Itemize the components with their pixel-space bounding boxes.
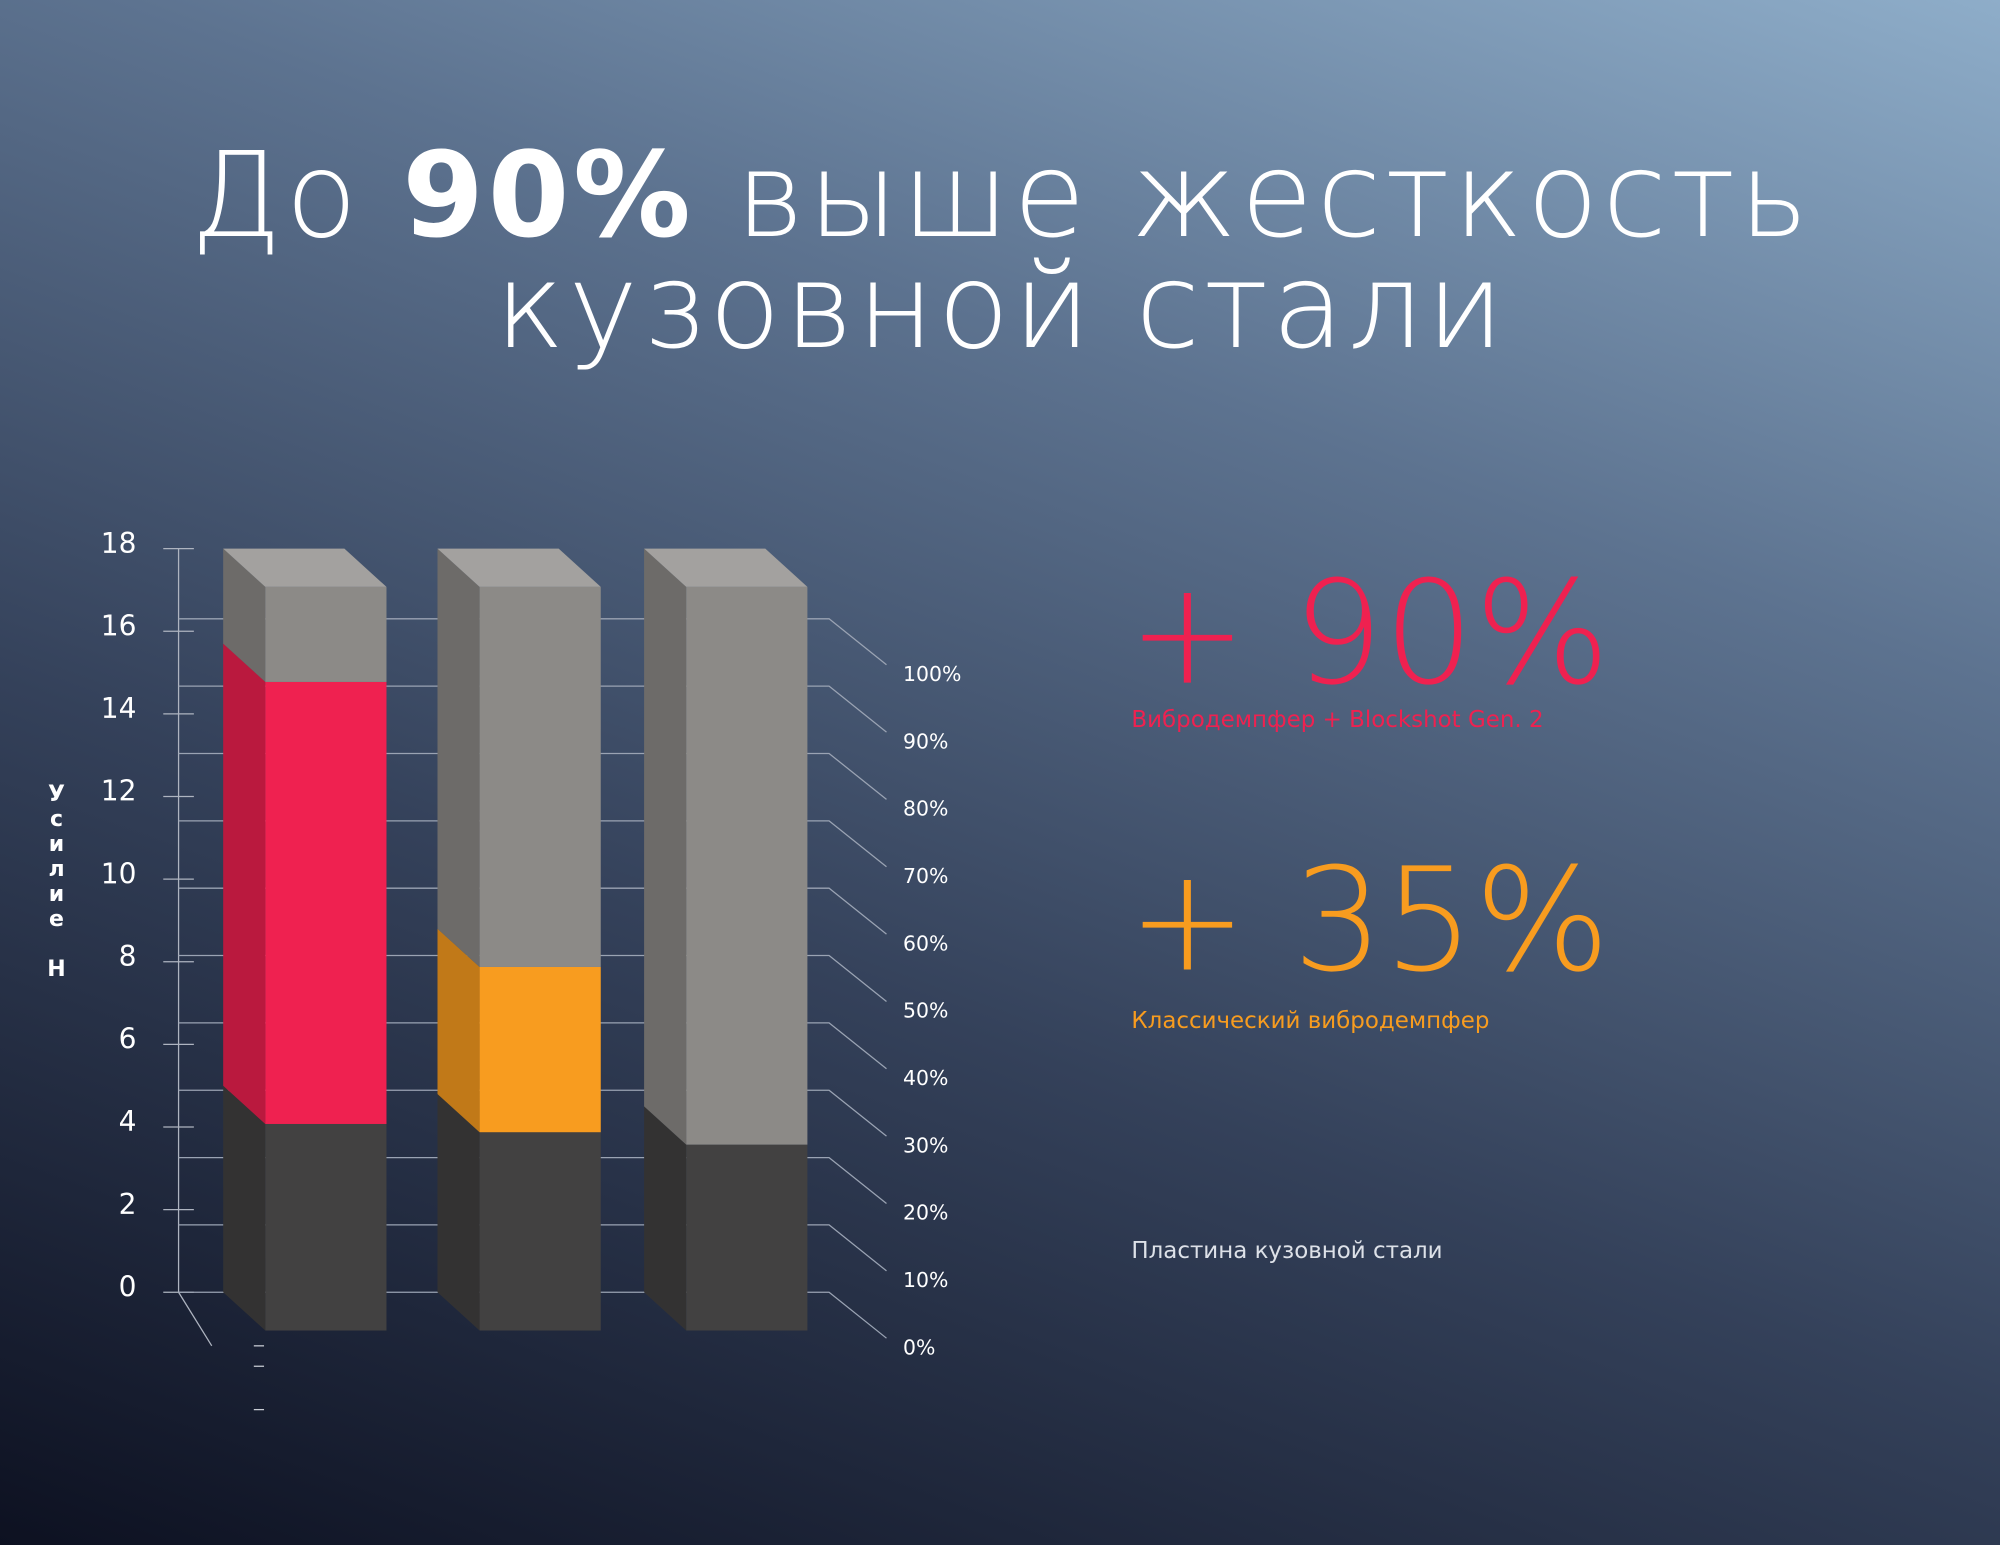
legend-highlight: + 90% [1128,550,1611,717]
grid-line [178,1224,887,1272]
bar-side-shade [644,1106,687,1331]
y-tick-label: 12 [101,775,137,808]
bar-side-shade [223,1085,266,1331]
bar-front [479,586,601,967]
y2-tick-label: 90% [903,729,948,753]
bar-side-shade [223,548,266,682]
bar-side [644,548,687,1145]
bar-segment [644,1106,808,1331]
bar-side [644,1106,687,1331]
grid-line [178,887,887,935]
legend-label: Вибродемпфер + Blockshot Gen. 2 [1131,707,1543,733]
y-axis-label: Усилие Н [44,782,69,982]
bar-segment [437,1093,601,1331]
bar-side-shade [223,643,266,1124]
bar-side [223,548,266,682]
bar-front [479,1132,601,1331]
grid-line [178,1022,887,1070]
bar-side-shade [437,548,480,967]
legend-highlight: + 35% [1128,837,1611,1004]
bar-front [686,1144,808,1331]
bar-remainder [223,548,387,682]
bar-side [437,928,480,1133]
bar-top-light [223,548,387,587]
grid-line [178,752,887,800]
bar-top [223,548,387,587]
y-axis-foot [178,1291,213,1347]
title-highlight: 90% [402,127,694,264]
bar-top-light [437,548,601,587]
bar-segment [223,643,387,1124]
bar-side-shade [437,928,480,1133]
grid-line [178,685,887,733]
y2-tick-label: 20% [903,1201,948,1225]
y-tick-label: 0 [119,1270,137,1303]
y-tick-label: 18 [101,527,137,560]
grid-line [178,618,887,666]
bar-front [265,1123,387,1331]
grid-line [178,1089,887,1137]
y2-tick-label: 10% [903,1268,948,1292]
y2-tick-label: 40% [903,1066,948,1090]
legend-label: Пластина кузовной стали [1131,1238,1442,1264]
y2-tick-label: 60% [903,931,948,955]
y2-tick-label: 30% [903,1133,948,1157]
decor-dashes [253,1345,265,1411]
grid-line [178,820,887,868]
y-tick-label: 10 [101,857,137,890]
y2-tick-label: 80% [903,797,948,821]
bar-side-shade [437,1093,480,1331]
bar-side-shade [644,548,687,1145]
title-prefix: До [191,127,403,264]
bar-top-light [644,548,808,587]
legend-label: Классический вибродемпфер [1131,1008,1489,1034]
y2-tick-label: 0% [903,1335,935,1359]
grid-line [178,1291,887,1339]
y2-tick-label: 70% [903,864,948,888]
y-tick-label: 8 [119,940,137,973]
y-tick-label: 14 [101,692,137,725]
bar-side [223,643,266,1124]
bar-side [437,548,480,967]
title-line2: кузовной стали [495,238,1508,375]
y-tick-label: 6 [119,1023,137,1056]
title: До 90% выше жесткость [191,127,1812,264]
bar-segment [437,928,601,1133]
bar-remainder [644,548,808,1145]
y-tick-label: 16 [101,609,137,642]
y2-tick-label: 100% [903,662,961,686]
y-tick-label: 2 [119,1188,137,1221]
y2-tick-label: 50% [903,999,948,1023]
bar-front [265,681,387,1124]
bar-side [437,1093,480,1331]
y-tick-label: 4 [119,1105,137,1138]
bar-top [644,548,808,587]
bar-segment [223,1085,387,1331]
bar-remainder [437,548,601,967]
grid-line [178,1156,887,1204]
bar-front [265,586,387,682]
title-rest: выше жесткость [695,127,1812,264]
bar-front [479,966,601,1133]
bar-top [437,548,601,587]
bar-front [686,586,808,1145]
bar-side [223,1085,266,1331]
grid-line [178,954,887,1002]
